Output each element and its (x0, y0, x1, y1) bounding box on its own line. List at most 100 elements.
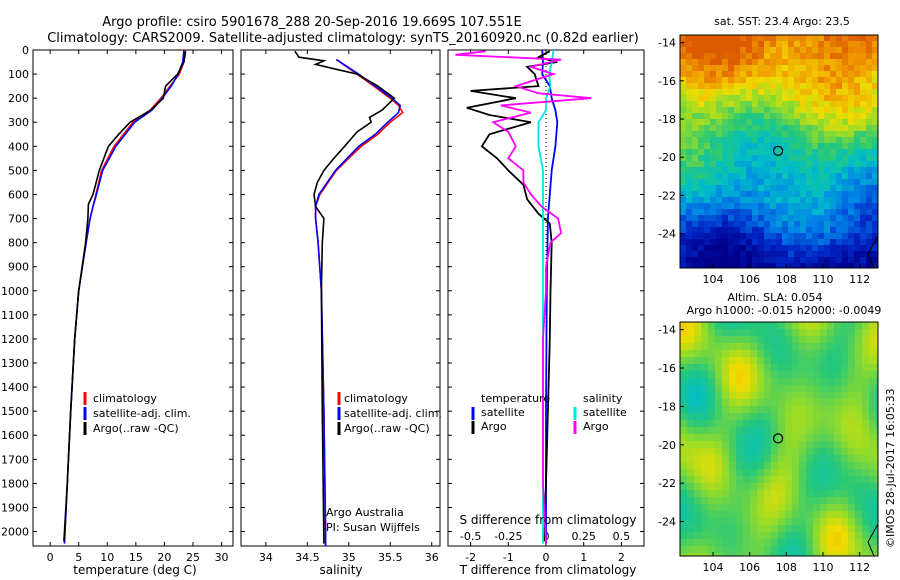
map-cell (818, 161, 824, 167)
map-cell (813, 455, 820, 462)
map-cell (764, 53, 770, 59)
map-cell (830, 131, 836, 137)
map-cell (680, 504, 687, 511)
map-cell (820, 364, 827, 371)
map-cell (740, 233, 746, 239)
map-cell (860, 149, 866, 155)
map-cell (834, 448, 841, 455)
map-cell (771, 546, 778, 553)
map-cell (792, 336, 799, 343)
map-cell (866, 245, 872, 251)
map-cell (827, 518, 834, 525)
map-cell (722, 239, 728, 245)
map-cell (792, 413, 799, 420)
map-cell (848, 371, 855, 378)
map-cell (848, 357, 855, 364)
map-cell (776, 173, 782, 179)
map-cell (701, 329, 708, 336)
map-cell (818, 83, 824, 89)
s-tick-label: 0.25 (571, 530, 596, 543)
map-cell (698, 173, 704, 179)
map-cell (876, 385, 878, 392)
map-cell (701, 336, 708, 343)
map-cell (818, 251, 824, 257)
map-cell (734, 263, 740, 268)
map-cell (860, 47, 866, 53)
map-cell (740, 101, 746, 107)
map-cell (818, 227, 824, 233)
map-cell (708, 350, 715, 357)
series-line-argo-raw-qc- (294, 50, 396, 544)
map-cell (722, 329, 729, 336)
map-cell (848, 131, 854, 137)
map-cell (740, 209, 746, 215)
map-cell (812, 65, 818, 71)
map-cell (806, 131, 812, 137)
map-cell (770, 209, 776, 215)
map-cell (770, 83, 776, 89)
map-cell (746, 71, 752, 77)
map-cell (812, 233, 818, 239)
map-cell (729, 448, 736, 455)
map-cell (750, 504, 757, 511)
map-cell (778, 427, 785, 434)
map-cell (708, 455, 715, 462)
series-line-climatology (63, 49, 186, 544)
map-cell (715, 392, 722, 399)
map-cell (872, 119, 878, 125)
map-cell (799, 336, 806, 343)
map-cell (715, 476, 722, 483)
map-cell (812, 59, 818, 65)
map-cell (757, 350, 764, 357)
map-cell (715, 539, 722, 546)
map-cell (680, 511, 687, 518)
map-cell (818, 263, 824, 268)
map-cell (728, 65, 734, 71)
map-cell (860, 167, 866, 173)
map-cell (771, 448, 778, 455)
map-cell (842, 161, 848, 167)
map-cell (800, 191, 806, 197)
map-cell (680, 95, 686, 101)
map-cell (758, 125, 764, 131)
map-cell (743, 364, 750, 371)
map-cell (820, 427, 827, 434)
map-cell (698, 131, 704, 137)
map-cell (830, 89, 836, 95)
map-cell (841, 553, 848, 556)
map-cell (842, 197, 848, 203)
map-cell (758, 167, 764, 173)
map-cell (872, 71, 878, 77)
map-cell (698, 209, 704, 215)
map-cell (740, 95, 746, 101)
map-cell (736, 497, 743, 504)
map-cell (876, 532, 878, 539)
map-cell (764, 420, 771, 427)
map-cell (776, 191, 782, 197)
map-cell (842, 263, 848, 268)
map-cell (869, 322, 876, 329)
map-cell (704, 155, 710, 161)
map-cell (860, 239, 866, 245)
map-cell (704, 167, 710, 173)
map-cell (848, 107, 854, 113)
map-cell (722, 71, 728, 77)
map-cell (710, 167, 716, 173)
map-cell (743, 420, 750, 427)
map-cell (701, 469, 708, 476)
map-cell (743, 392, 750, 399)
map-cell (824, 239, 830, 245)
map-cell (771, 406, 778, 413)
map-cell (824, 227, 830, 233)
map-cell (757, 539, 764, 546)
map-cell (680, 107, 686, 113)
map-cell (794, 239, 800, 245)
map-cell (848, 448, 855, 455)
map-cell (692, 227, 698, 233)
map-cell (701, 518, 708, 525)
map-cell (752, 113, 758, 119)
map-cell (830, 263, 836, 268)
map-cell (860, 77, 866, 83)
map-cell (792, 378, 799, 385)
map-cell (813, 518, 820, 525)
